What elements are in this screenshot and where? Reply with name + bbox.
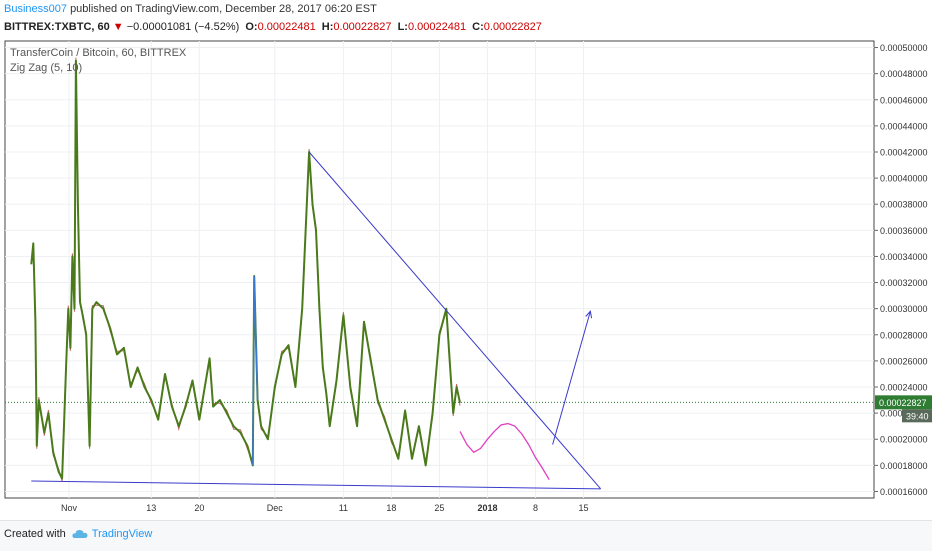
x-tick-label: 8	[533, 503, 538, 513]
author-link[interactable]: Business007	[4, 3, 67, 15]
footer-bar	[0, 520, 932, 551]
x-tick-label: 11	[339, 503, 348, 513]
close-value: 0.00022827	[483, 21, 542, 33]
y-tick-label: 0.00028000	[880, 330, 928, 340]
y-tick-label: 0.00020000	[880, 435, 928, 445]
legend-pair[interactable]: TransferCoin / Bitcoin, 60, BITTREX	[10, 47, 187, 59]
y-tick-label: 0.00024000	[880, 383, 928, 393]
chart-legend: TransferCoin / Bitcoin, 60, BITTREX Zig …	[10, 46, 186, 76]
change-arrow-icon: ▼	[112, 21, 124, 33]
series-layer	[30, 57, 461, 482]
x-tick-label: 18	[386, 503, 396, 513]
y-tick-label: 0.00050000	[880, 43, 928, 53]
price-change: −0.00001081 (−4.52%)	[126, 21, 240, 33]
legend-indicator[interactable]: Zig Zag (5, 10)	[10, 62, 83, 74]
open-label: O:	[245, 21, 258, 33]
y-tick-label: 0.00026000	[880, 356, 928, 366]
footer: Created with TradingView	[4, 528, 152, 540]
y-tick-label: 0.00046000	[880, 95, 928, 105]
y-axis: 0.000160000.000180000.000200000.00022000…	[874, 43, 928, 497]
ticker-line: BITTREX:TXBTC, 60 ▼ −0.00001081 (−4.52%)…	[4, 21, 542, 33]
open-value: 0.00022481	[257, 21, 316, 33]
tradingview-cloud-icon	[72, 529, 88, 539]
low-value: 0.00022481	[407, 21, 467, 33]
y-tick-label: 0.00030000	[880, 304, 928, 314]
up-arrow-icon[interactable]	[585, 310, 593, 319]
price-chart[interactable]: 0.000160000.000180000.000200000.00022000…	[0, 0, 932, 520]
annotation-layer	[31, 151, 602, 490]
ticker-symbol: BITTREX:TXBTC, 60	[4, 21, 110, 33]
x-tick-label: 2018	[477, 503, 497, 513]
x-tick-label: 15	[578, 503, 588, 513]
x-tick-label: Nov	[61, 503, 78, 513]
upper-trendline[interactable]	[308, 151, 602, 490]
price-line	[30, 57, 461, 482]
lower-trendline[interactable]	[31, 480, 601, 490]
publish-header: Business007 published on TradingView.com…	[4, 3, 377, 15]
close-label: C:	[472, 21, 484, 33]
high-label: H:	[321, 21, 334, 33]
tradingview-brand-link[interactable]: TradingView	[91, 528, 153, 540]
published-text: published on TradingView.com, December 2…	[70, 3, 377, 15]
y-tick-label: 0.00048000	[880, 69, 928, 79]
price-overlay: 0.00022827 39:40	[5, 395, 932, 423]
y-tick-label: 0.00016000	[880, 487, 928, 497]
projection-curve[interactable]	[459, 422, 550, 481]
y-tick-label: 0.00038000	[880, 200, 928, 210]
zigzag-line	[30, 59, 461, 480]
low-label: L:	[397, 21, 408, 33]
chart-grid	[4, 40, 875, 499]
spike-line	[252, 275, 259, 466]
x-tick-label: 20	[194, 503, 204, 513]
x-tick-label: 13	[146, 503, 156, 513]
y-tick-label: 0.00034000	[880, 252, 928, 262]
x-axis: Nov 13 20 Dec 11 18 25 2018 8 15	[61, 503, 589, 513]
y-tick-label: 0.00042000	[880, 147, 928, 157]
y-tick-label: 0.00018000	[880, 461, 928, 471]
countdown-tag	[902, 409, 932, 423]
last-price-label: 0.00022827	[879, 398, 927, 408]
last-price-tag	[875, 395, 932, 410]
high-value: 0.00022827	[333, 21, 392, 33]
x-tick-label: Dec	[267, 503, 284, 513]
up-arrow-line[interactable]	[552, 311, 591, 445]
x-tick-label: 25	[434, 503, 444, 513]
countdown-label: 39:40	[906, 411, 929, 421]
y-tick-label: 0.00032000	[880, 278, 928, 288]
y-tick-label: 0.00040000	[880, 174, 928, 184]
created-with-text: Created with	[4, 528, 66, 540]
y-tick-label: 0.00036000	[880, 226, 928, 236]
y-tick-label: 0.00044000	[880, 121, 928, 131]
